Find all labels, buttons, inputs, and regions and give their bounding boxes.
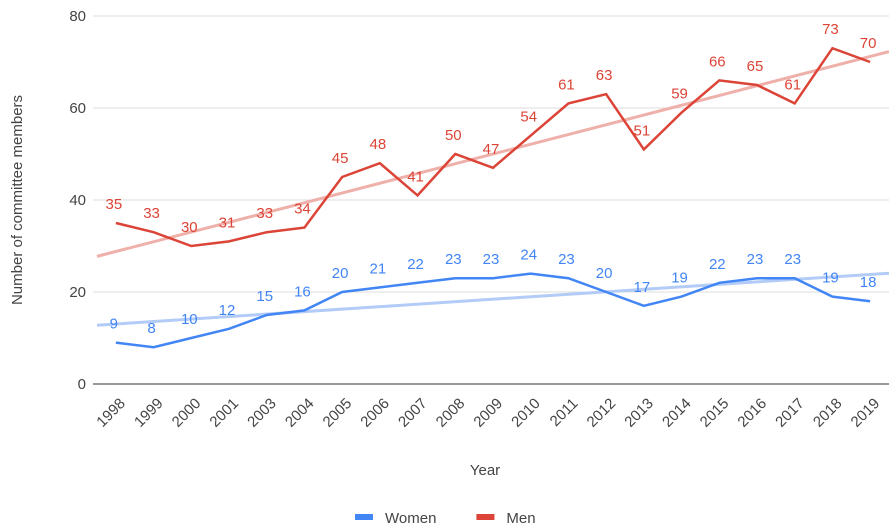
data-label: 19: [671, 270, 688, 287]
data-label: 19: [822, 270, 839, 287]
trendline: [96, 271, 889, 327]
data-label: 41: [407, 168, 424, 185]
data-label: 31: [219, 214, 236, 231]
data-label: 23: [784, 251, 801, 268]
x-tick-label: 2013: [621, 395, 657, 431]
x-tick-label: 2012: [584, 395, 620, 431]
x-tick-label: 2000: [169, 395, 205, 431]
data-label: 22: [407, 256, 424, 273]
data-label: 20: [596, 265, 613, 282]
x-tick-label: 2009: [470, 395, 506, 431]
data-label: 12: [219, 302, 236, 319]
x-tick-label: 2007: [395, 395, 431, 431]
data-label: 45: [332, 150, 349, 167]
data-label: 10: [181, 311, 198, 328]
x-tick-label: 1999: [131, 395, 167, 431]
y-tick-label: 0: [78, 376, 86, 393]
x-tick-label: 2011: [547, 395, 582, 430]
x-tick-label: 2018: [810, 395, 846, 431]
data-label: 47: [483, 141, 500, 158]
x-tick-label: 2016: [734, 395, 770, 431]
data-label: 66: [709, 53, 726, 70]
x-axis-label: Year: [470, 462, 500, 479]
y-tick-label: 40: [69, 192, 86, 209]
data-label: 30: [181, 219, 198, 236]
y-tick-label: 20: [69, 284, 86, 301]
data-label: 18: [860, 274, 877, 291]
x-tick-label: 2001: [206, 395, 242, 431]
x-tick-label: 2006: [357, 395, 393, 431]
data-label: 16: [294, 283, 311, 300]
data-label: 23: [747, 251, 764, 268]
y-tick-label: 60: [69, 100, 86, 117]
data-label: 59: [671, 86, 688, 103]
data-label: 54: [520, 109, 537, 126]
line: [115, 46, 871, 248]
data-label: 15: [256, 288, 273, 305]
data-label: 51: [634, 122, 651, 139]
data-label: 21: [370, 260, 387, 277]
data-label: 35: [106, 196, 123, 213]
data-label: 23: [558, 251, 575, 268]
x-tick-label: 2004: [282, 395, 318, 431]
legend-swatch: [476, 514, 495, 520]
data-label: 34: [294, 201, 311, 218]
x-tick-label: 2008: [433, 395, 469, 431]
data-label: 63: [596, 67, 613, 84]
data-label: 73: [822, 21, 839, 38]
x-tick-label: 2003: [244, 395, 280, 431]
x-tick-label: 1998: [93, 395, 129, 431]
data-label: 9: [110, 316, 118, 333]
data-label: 33: [143, 205, 160, 222]
data-label: 8: [147, 320, 155, 337]
data-label: 23: [445, 251, 462, 268]
data-label: 70: [860, 35, 877, 52]
legend-label: Men: [506, 510, 535, 527]
x-tick-label: 2005: [320, 395, 356, 431]
data-label: 22: [709, 256, 726, 273]
data-label: 20: [332, 265, 349, 282]
data-label: 23: [483, 251, 500, 268]
data-label: 48: [370, 136, 387, 153]
data-label: 65: [747, 58, 764, 75]
x-tick-label: 2010: [508, 395, 544, 431]
legend-label: Women: [385, 510, 436, 527]
x-tick-label: 2019: [848, 395, 884, 431]
data-label: 24: [520, 247, 537, 264]
data-label: 50: [445, 127, 462, 144]
x-tick-label: 2017: [772, 395, 808, 431]
data-label: 17: [634, 279, 651, 296]
line: [115, 272, 871, 349]
x-tick-label: 2015: [697, 395, 733, 431]
legend-swatch: [355, 514, 373, 520]
y-axis-label: Number of committee members: [9, 95, 26, 305]
y-tick-label: 80: [69, 8, 86, 25]
data-label: 61: [784, 76, 801, 93]
x-tick-label: 2014: [659, 395, 695, 431]
data-label: 61: [558, 76, 575, 93]
data-label: 33: [256, 205, 273, 222]
